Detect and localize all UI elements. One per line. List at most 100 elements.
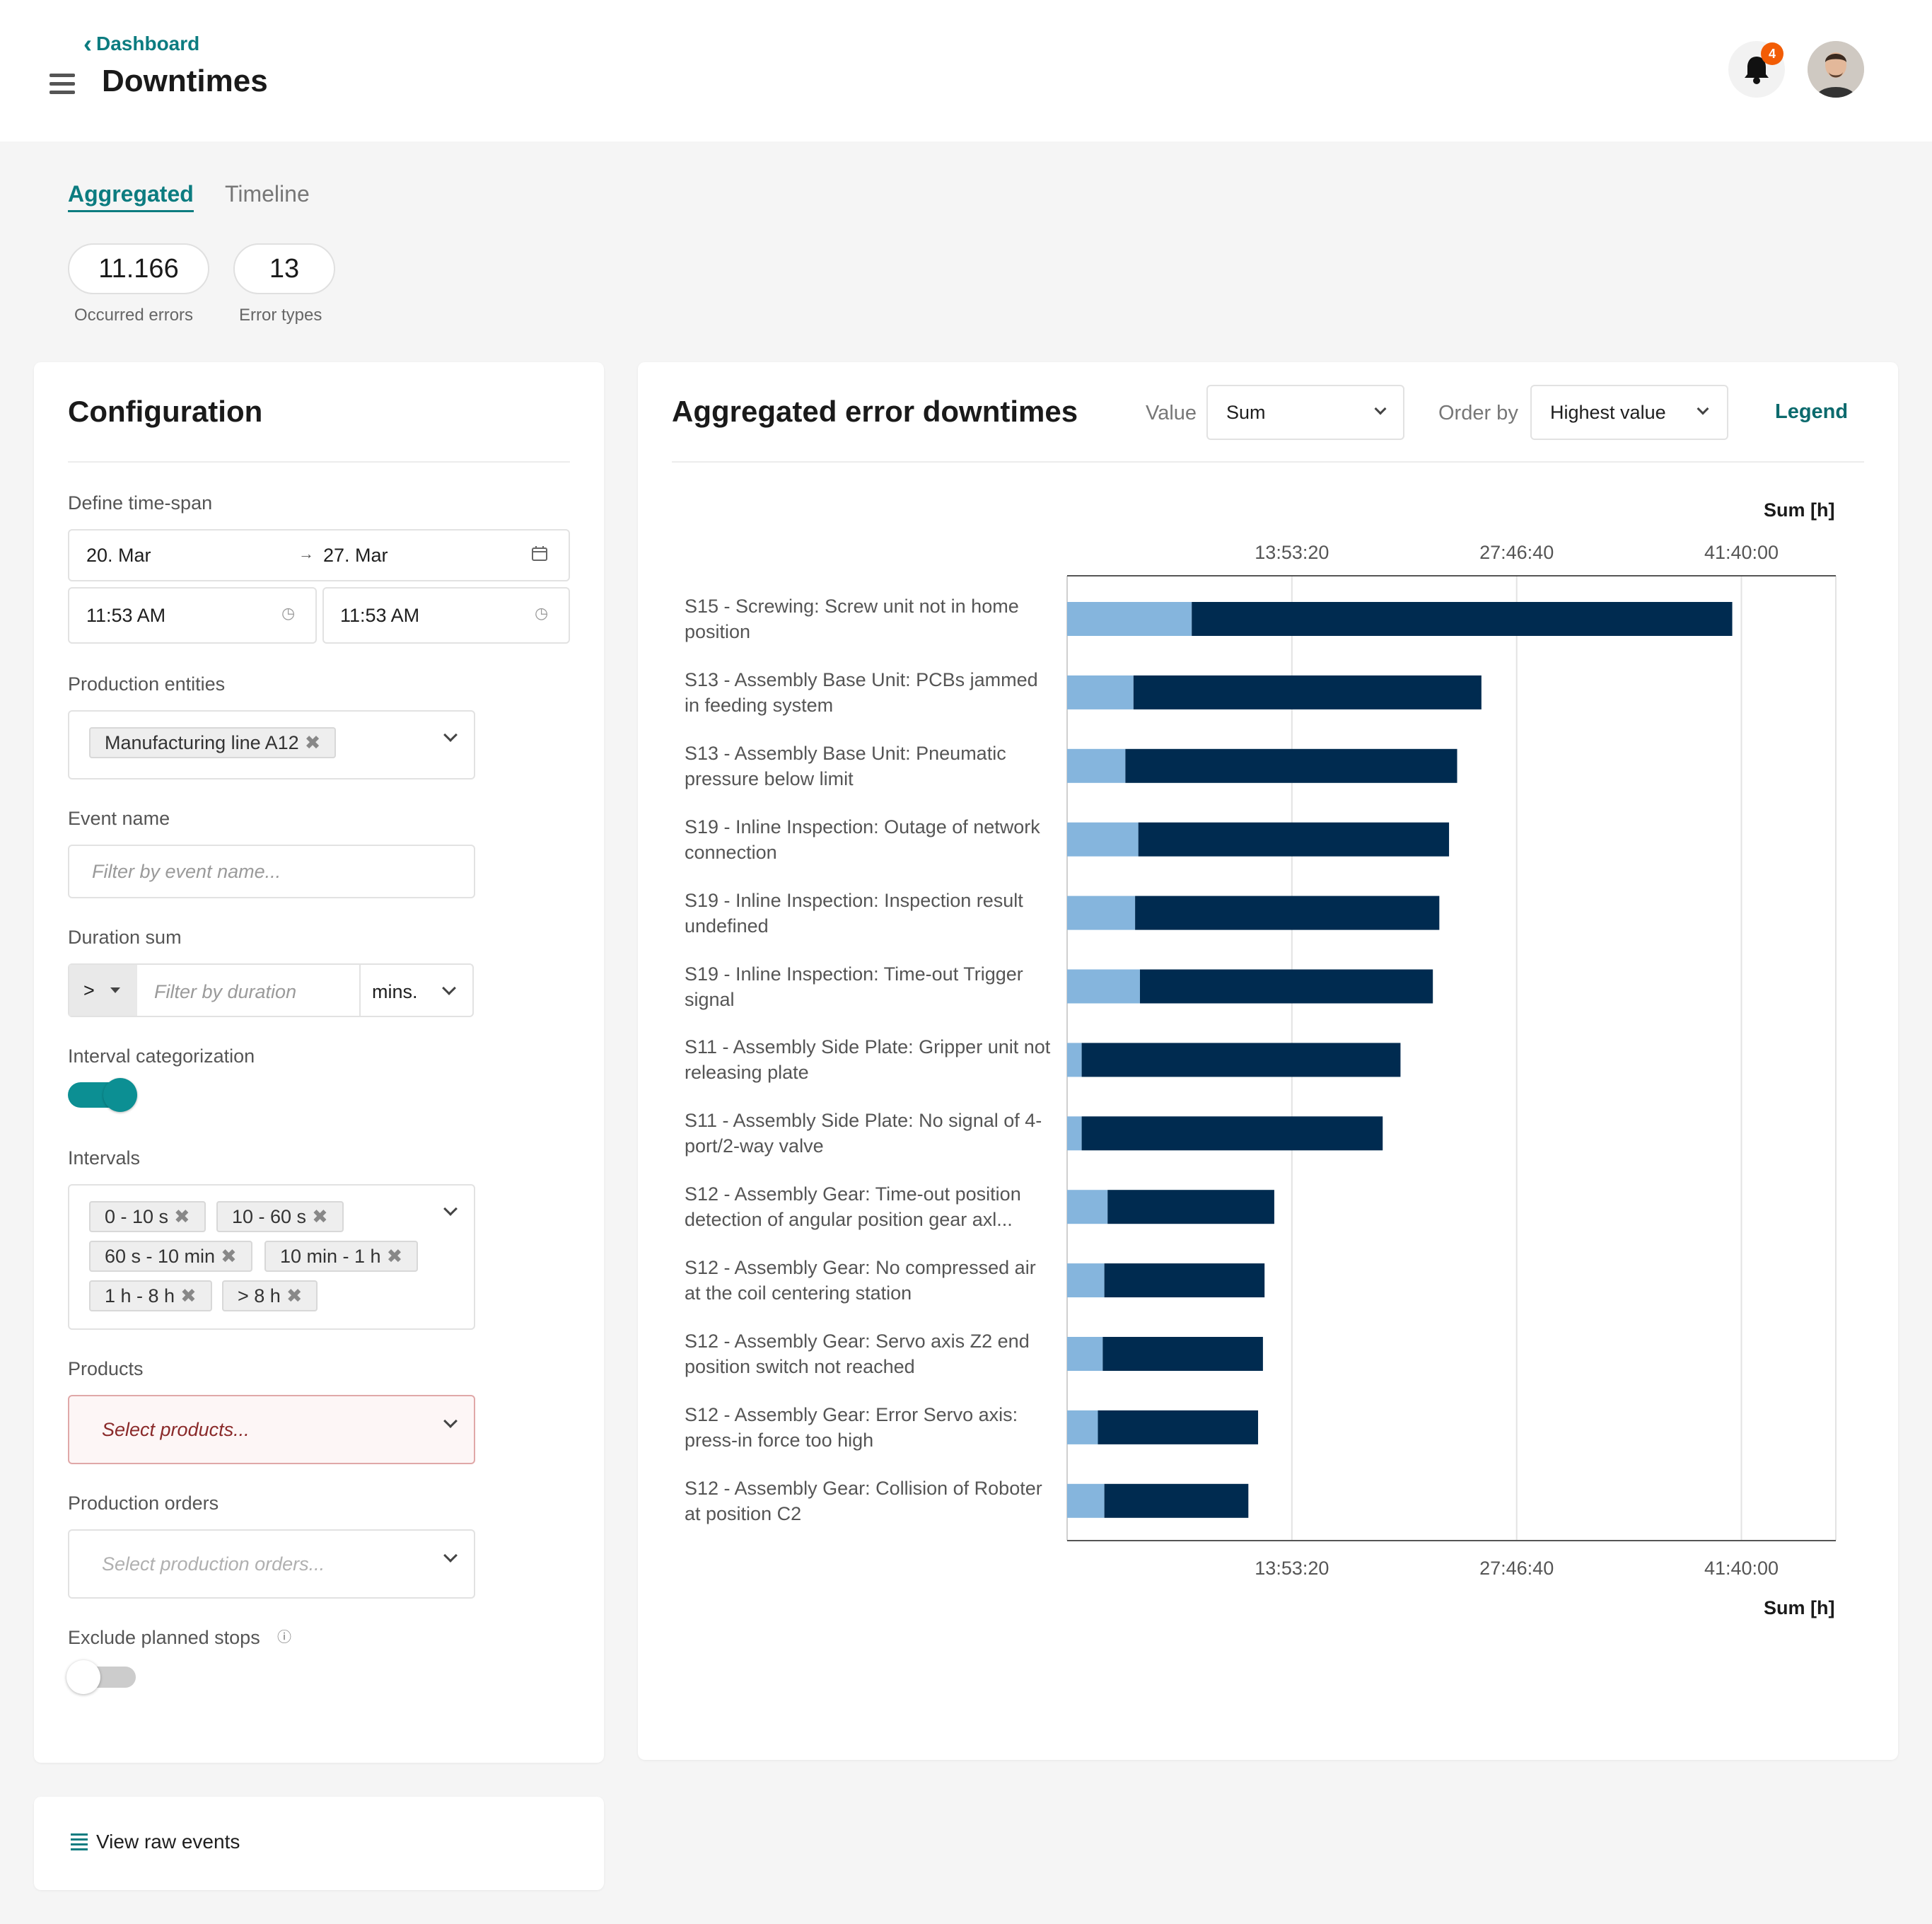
value-select[interactable] <box>1206 385 1404 440</box>
notification-count-badge: 4 <box>1761 42 1783 65</box>
bar-segment-light <box>1067 1116 1082 1151</box>
timespan-label: Define time-span <box>68 492 213 514</box>
clock-icon: ◷ <box>535 604 549 622</box>
x-axis-title-bottom: Sum [h] <box>1764 1597 1835 1618</box>
x-tick-label-top: 13:53:20 <box>1255 542 1329 563</box>
interval-categorization-label: Interval categorization <box>68 1045 255 1067</box>
bar-segment-light <box>1067 1337 1103 1371</box>
bar-segment-light <box>1067 748 1126 783</box>
value-label: Value <box>1146 402 1197 424</box>
chart-panel-title: Aggregated error downtimes <box>672 395 1078 428</box>
bar-segment-dark <box>1107 1190 1274 1224</box>
remove-chip-icon[interactable]: ✖ <box>386 1246 403 1267</box>
products-label: Products <box>68 1358 144 1379</box>
chip-interval[interactable]: 10 - 60 s ✖ <box>216 1201 344 1232</box>
back-to-dashboard-link[interactable]: ‹ Dashboard <box>83 31 199 57</box>
production-orders-select[interactable] <box>68 1529 475 1599</box>
bar-segment-light <box>1067 896 1136 930</box>
category-label: S12 - Assembly Gear: Error Servo axis: p… <box>685 1403 1018 1451</box>
tab-timeline[interactable]: Timeline <box>225 181 310 207</box>
chip-label: 60 s - 10 min <box>105 1246 216 1267</box>
remove-chip-icon[interactable]: ✖ <box>221 1246 237 1267</box>
bar-segment-light <box>1067 1483 1105 1518</box>
chart-divider <box>672 461 1864 463</box>
category-label: S13 - Assembly Base Unit: PCBs jammed in… <box>685 668 1038 716</box>
bar-segment-dark <box>1098 1410 1259 1444</box>
bar-segment-dark <box>1139 969 1433 1004</box>
bar-segment-dark <box>1125 748 1457 783</box>
bar-segment-light <box>1067 602 1192 636</box>
time-to-value: 11:53 AM <box>340 605 420 626</box>
x-tick-label-top: 27:46:40 <box>1479 542 1554 563</box>
view-raw-events-button[interactable]: View raw events <box>71 1831 240 1853</box>
hamburger-menu-icon[interactable] <box>50 74 75 95</box>
chip-manufacturing-line[interactable]: Manufacturing line A12 ✖ <box>89 727 337 758</box>
remove-chip-icon[interactable]: ✖ <box>174 1206 190 1227</box>
time-from-field[interactable] <box>68 587 317 644</box>
bar-segment-light <box>1067 1410 1098 1444</box>
duration-operator-value: > <box>83 980 95 1001</box>
chevron-left-icon: ‹ <box>83 29 92 58</box>
remove-chip-icon[interactable]: ✖ <box>286 1285 303 1306</box>
chip-label: 0 - 10 s <box>105 1206 169 1227</box>
kpi-occurred-errors-value: 11.166 <box>68 243 209 294</box>
bar-segment-light <box>1067 969 1140 1004</box>
tab-aggregated[interactable]: Aggregated <box>68 181 194 212</box>
chip-interval[interactable]: 1 h - 8 h ✖ <box>89 1280 212 1311</box>
remove-chip-icon[interactable]: ✖ <box>304 732 321 753</box>
back-link-label: Dashboard <box>96 33 200 54</box>
bar-segment-light <box>1067 1043 1082 1077</box>
page-title: Downtimes <box>102 64 268 98</box>
bar-segment-dark <box>1081 1043 1401 1077</box>
time-to-field[interactable] <box>322 587 570 644</box>
user-avatar[interactable] <box>1808 41 1864 98</box>
kpi-error-types-value: 13 <box>233 243 335 294</box>
interval-categorization-toggle[interactable] <box>68 1078 137 1112</box>
bar-segment-dark <box>1104 1263 1265 1298</box>
products-select[interactable] <box>68 1395 475 1464</box>
category-label: S12 - Assembly Gear: Servo axis Z2 end p… <box>685 1331 1030 1377</box>
bar-segment-light <box>1067 822 1139 857</box>
duration-unit-value[interactable]: mins. <box>372 981 418 1002</box>
date-to-value: 27. Mar <box>323 545 388 566</box>
chip-interval[interactable]: 0 - 10 s ✖ <box>89 1201 206 1232</box>
caret-down-icon <box>110 987 120 993</box>
configuration-divider <box>68 461 570 463</box>
event-name-input[interactable] <box>68 845 475 898</box>
chip-interval[interactable]: > 8 h ✖ <box>222 1280 318 1311</box>
remove-chip-icon[interactable]: ✖ <box>312 1206 328 1227</box>
info-icon[interactable]: ⓘ <box>277 1630 291 1645</box>
production-orders-placeholder: Select production orders... <box>102 1553 325 1575</box>
category-label: S11 - Assembly Side Plate: Gripper unit … <box>685 1036 1051 1084</box>
value-selected: Sum <box>1226 402 1266 423</box>
chip-interval[interactable]: 60 s - 10 min ✖ <box>89 1241 252 1272</box>
calendar-icon[interactable] <box>530 545 549 563</box>
arrow-right-icon: → <box>298 545 314 562</box>
category-label: S19 - Inline Inspection: Time-out Trigge… <box>685 963 1023 1010</box>
duration-sum-label: Duration sum <box>68 927 182 948</box>
remove-chip-icon[interactable]: ✖ <box>180 1285 197 1306</box>
clock-icon: ◷ <box>281 604 296 622</box>
bar-segment-dark <box>1081 1116 1383 1151</box>
legend-link[interactable]: Legend <box>1775 400 1849 423</box>
configuration-title: Configuration <box>68 395 263 428</box>
chip-label: 1 h - 8 h <box>105 1285 175 1306</box>
chip-interval[interactable]: 10 min - 1 h ✖ <box>264 1241 419 1272</box>
time-from-value: 11:53 AM <box>86 605 166 626</box>
bar-segment-dark <box>1135 896 1440 930</box>
category-label: S12 - Assembly Gear: No compressed air a… <box>685 1257 1036 1304</box>
list-icon <box>71 1831 88 1853</box>
raw-events-card <box>34 1797 604 1890</box>
order-by-select[interactable] <box>1530 385 1728 440</box>
exclude-planned-stops-label: Exclude planned stops <box>68 1627 260 1648</box>
duration-operator-select[interactable] <box>69 965 137 1016</box>
exclude-planned-stops-toggle[interactable] <box>66 1660 136 1694</box>
production-orders-label: Production orders <box>68 1493 219 1514</box>
category-label: S19 - Inline Inspection: Outage of netwo… <box>685 816 1040 863</box>
date-range-field[interactable] <box>68 529 570 581</box>
bar-segment-light <box>1067 1263 1105 1298</box>
chip-label: Manufacturing line A12 <box>105 732 299 753</box>
x-axis-title-top: Sum [h] <box>1764 499 1835 521</box>
duration-placeholder[interactable]: Filter by duration <box>154 981 297 1002</box>
